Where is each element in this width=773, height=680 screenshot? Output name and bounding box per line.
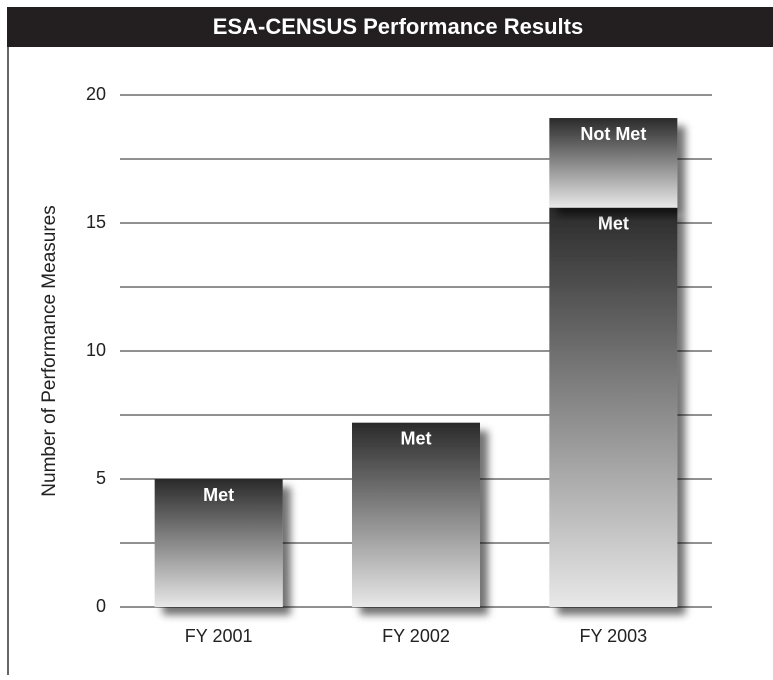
y-tick-label: 20: [86, 84, 106, 104]
y-tick-label: 15: [86, 212, 106, 232]
y-tick-label: 10: [86, 340, 106, 360]
y-tick-label: 0: [96, 596, 106, 616]
x-tick-label: FY 2002: [382, 626, 450, 646]
bar-segment: [549, 118, 678, 208]
segment-label: Met: [203, 485, 234, 505]
bar-segment: [352, 422, 480, 607]
segment-label: Met: [598, 213, 629, 233]
segment-label: Met: [401, 428, 432, 448]
title-bar: [7, 7, 773, 47]
chart-title: ESA-CENSUS Performance Results: [213, 14, 583, 39]
bar-segment: [549, 207, 678, 607]
x-tick-label: FY 2001: [185, 626, 253, 646]
bar-segment: [154, 479, 283, 607]
y-axis-label: Number of Performance Measures: [39, 205, 60, 496]
x-tick-label: FY 2003: [579, 626, 647, 646]
y-tick-label: 5: [96, 468, 106, 488]
segment-label: Not Met: [580, 124, 646, 144]
